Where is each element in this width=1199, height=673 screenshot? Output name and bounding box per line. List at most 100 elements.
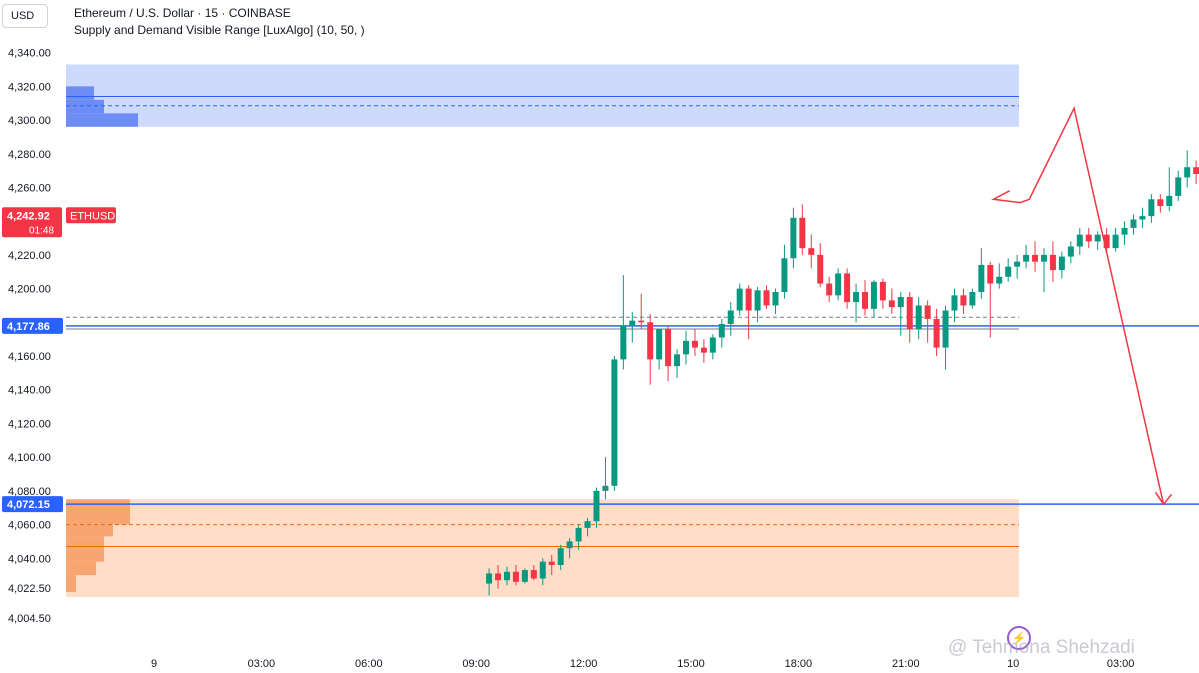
supply-zone [66, 64, 1019, 127]
demand-profile-bar [66, 507, 130, 525]
candle-body [548, 561, 555, 566]
candle-body [1076, 234, 1083, 247]
candle-body [1032, 254, 1039, 262]
y-tick-label: 4,060.00 [8, 520, 51, 532]
candle-body [915, 305, 922, 330]
candle-body [772, 291, 779, 306]
candle-body [674, 354, 681, 367]
candle-body [566, 541, 573, 549]
candle-body [593, 490, 600, 522]
candle-body [933, 318, 940, 348]
candle-body [503, 571, 510, 581]
x-tick-label: 15:00 [677, 658, 705, 670]
last-price-countdown: 01:48 [29, 225, 54, 236]
x-tick-label: 21:00 [892, 658, 920, 670]
forecast-arrow-head [1154, 491, 1173, 506]
candle-body [861, 291, 868, 309]
candle-body [665, 329, 672, 367]
x-tick-label: 09:00 [462, 658, 490, 670]
demand-profile-bar [66, 524, 113, 537]
x-tick-label: 9 [151, 658, 157, 670]
x-tick-label: 03:00 [248, 658, 276, 670]
y-tick-label: 4,120.00 [8, 418, 51, 430]
candle-body [1121, 227, 1128, 235]
candle-body [1112, 234, 1119, 249]
candle-body [853, 291, 860, 303]
candle-body [942, 310, 949, 348]
y-tick-label: 4,220.00 [8, 250, 51, 262]
candle-body [521, 570, 528, 582]
candle-body [996, 276, 1003, 284]
demand-profile-bar [66, 575, 76, 592]
candle-body [629, 320, 636, 326]
candle-body [1193, 167, 1199, 174]
candle-body [691, 340, 698, 348]
y-tick-label: 4,300.00 [8, 115, 51, 127]
candle-body [611, 359, 618, 486]
candle-body [781, 258, 788, 292]
candle-body [1085, 234, 1092, 242]
candle-body [1067, 246, 1074, 257]
candle-body [512, 571, 519, 582]
x-tick-label: 03:00 [1107, 658, 1135, 670]
level-price-tag [2, 496, 63, 513]
candle-body [602, 485, 609, 491]
candle-body [1094, 234, 1101, 242]
candle-body [969, 291, 976, 306]
candle-body [486, 573, 493, 584]
candle-body [754, 290, 761, 311]
y-tick-label: 4,160.00 [8, 351, 51, 363]
candle-body [1166, 195, 1173, 207]
y-tick-label: 4,040.00 [8, 553, 51, 565]
candle-body [638, 320, 645, 323]
y-tick-label: 4,200.00 [8, 284, 51, 296]
y-tick-label: 4,320.00 [8, 81, 51, 93]
supply-profile-bar [66, 113, 138, 127]
candle-body [951, 295, 958, 311]
candle-body [709, 337, 716, 353]
candle-body [584, 521, 591, 528]
supply-profile-bar [66, 86, 94, 100]
candle-body [763, 290, 770, 306]
candle-body [817, 254, 824, 284]
candle-body [575, 527, 582, 542]
candle-body [620, 325, 627, 360]
candle-body [897, 297, 904, 308]
candle-body [736, 288, 743, 311]
candle-body [987, 265, 994, 284]
candle-body [718, 323, 725, 338]
candle-body [1049, 254, 1056, 271]
candle-body [790, 217, 797, 259]
candle-body [924, 305, 931, 319]
candle-body [700, 347, 707, 353]
watermark-bolt-icon: ⚡ [1007, 626, 1031, 650]
demand-profile-bar [66, 561, 96, 576]
candle-body [656, 329, 663, 360]
last-price-value: 4,242.92 [7, 210, 50, 222]
forecast-path[interactable] [991, 106, 1165, 505]
candle-body [1157, 199, 1164, 207]
candle-body [727, 310, 734, 324]
last-price-tag [2, 207, 62, 238]
y-tick-label: 4,280.00 [8, 149, 51, 161]
candle-body [682, 340, 689, 355]
candle-body [1130, 219, 1137, 228]
level-price-label: 4,177.86 [7, 321, 50, 333]
candle-body [888, 300, 895, 308]
currency-selector[interactable]: USD [2, 4, 48, 28]
symbol-tag [66, 207, 116, 224]
candle-body [826, 283, 833, 296]
indicator-title: Supply and Demand Visible Range [LuxAlgo… [74, 23, 365, 37]
candle-body [1040, 254, 1047, 262]
x-tick-label: 18:00 [785, 658, 813, 670]
candle-body [1175, 177, 1182, 196]
candle-body [835, 273, 842, 296]
y-tick-label: 4,340.00 [8, 48, 51, 60]
candle-body [530, 570, 537, 579]
y-tick-label: 4,004.50 [8, 613, 51, 625]
candle-body [960, 295, 967, 306]
candle-body [978, 265, 985, 292]
candle-body [870, 281, 877, 309]
y-tick-label: 4,260.00 [8, 182, 51, 194]
